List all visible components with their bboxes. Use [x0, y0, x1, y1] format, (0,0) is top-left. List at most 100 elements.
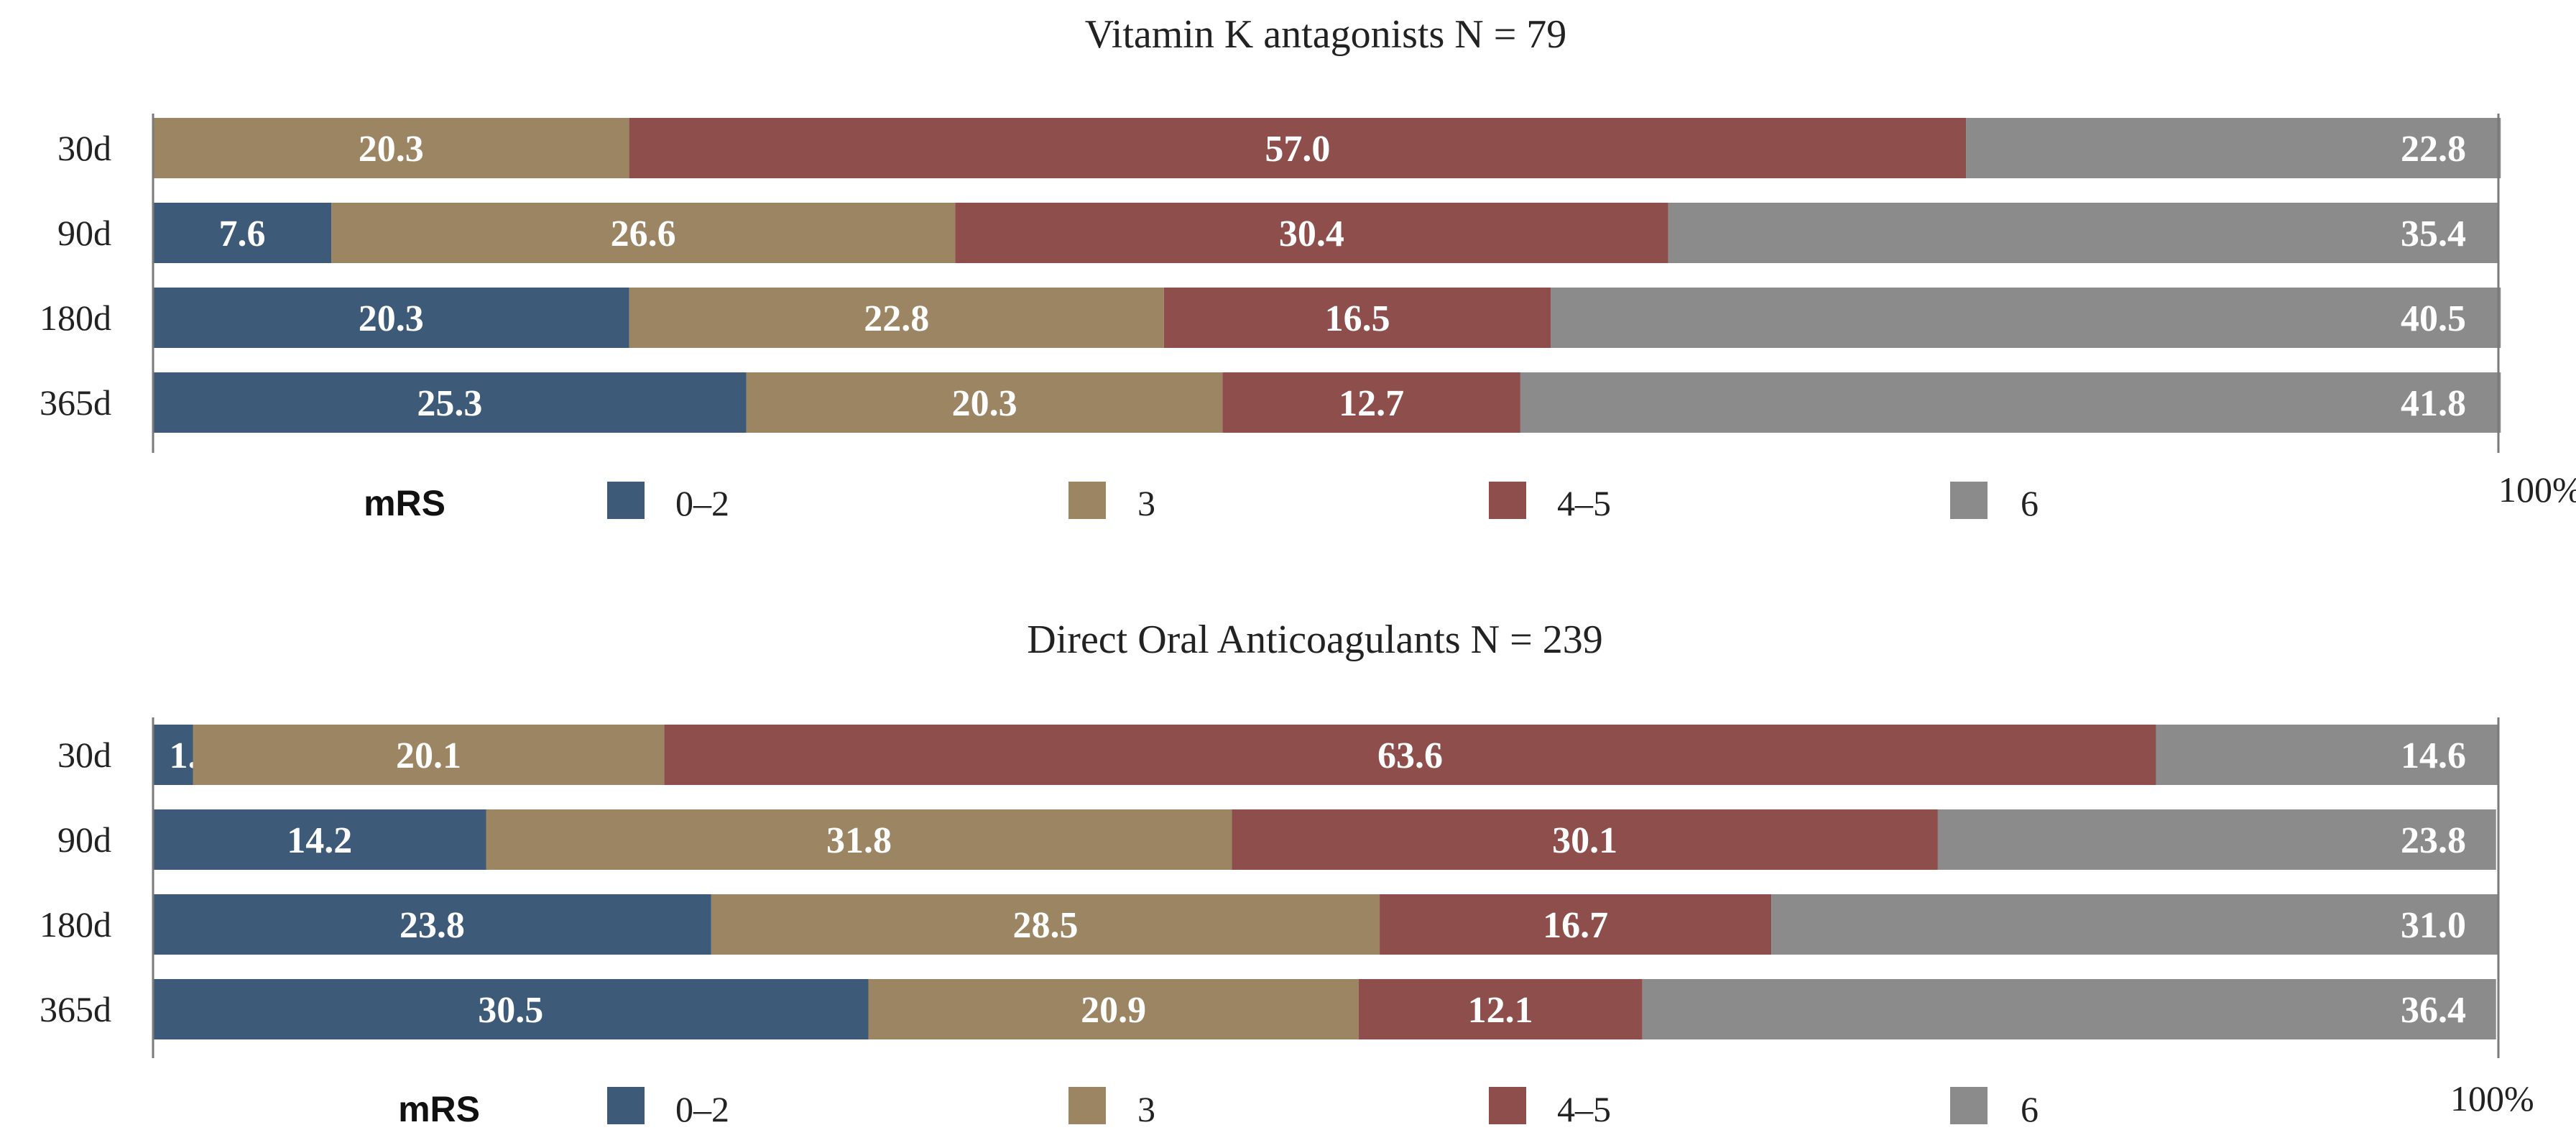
vka-bar-label-180d-4-5: 16.5: [1325, 298, 1390, 339]
doac-bars: 1.7 20.1 63.6 14.614.2 31.8 30.1 23.823.8 28.5 1…: [153, 725, 2498, 1039]
vka-bar-90d-6: [1668, 203, 2498, 263]
vka-bar-label-90d-4-5: 30.4: [1279, 213, 1344, 254]
vka-axis-end-label: 100%: [2498, 469, 2576, 510]
doac-bar-label-180d-3: 28.5: [1012, 905, 1078, 946]
vka-bar-label-90d-6: 35.4: [2401, 213, 2466, 254]
doac-legend-swatch-6: [1950, 1087, 1988, 1124]
doac-legend-label-3: 3: [1137, 1089, 1155, 1129]
doac-bar-365d-3: [868, 979, 1359, 1039]
vka-category-labels: 30d 90d 180d 365d: [40, 128, 111, 423]
vka-bar-365d-6: [1520, 372, 2501, 433]
vka-legend-title: mRS: [364, 483, 446, 523]
doac-legend: mRS 0–2 3 4–5 6: [398, 1087, 2039, 1129]
doac-legend-title: mRS: [398, 1089, 480, 1129]
vka-bar-label-180d-6: 40.5: [2401, 298, 2466, 339]
doac-bar-180d-4-5: [1380, 894, 1772, 955]
vka-bar-label-30d-6: 22.8: [2401, 129, 2466, 170]
vka-bar-label-90d-3: 26.6: [611, 213, 676, 254]
doac-bar-label-30d-4-5: 63.6: [1377, 735, 1443, 776]
vka-bar-180d-4-5: [1163, 288, 1551, 348]
doac-category-labels: 30d 90d 180d 365d: [40, 735, 111, 1029]
vka-panel: Vitamin K antagonists N = 79 20.3 57.0 22.…: [40, 12, 2576, 523]
doac-legend-swatch-3: [1068, 1087, 1106, 1124]
doac-bar-label-90d-0-2: 14.2: [287, 820, 352, 861]
doac-bar-90d-4-5: [1232, 809, 1938, 870]
vka-category-label-180d: 180d: [40, 298, 111, 338]
vka-category-label-90d: 90d: [57, 213, 111, 253]
vka-legend-label-3: 3: [1137, 483, 1155, 523]
doac-bar-label-90d-3: 31.8: [826, 820, 892, 861]
vka-bar-365d-0-2: [153, 372, 747, 433]
doac-bar-label-365d-4-5: 12.1: [1468, 990, 1533, 1031]
doac-bar-30d-3: [193, 725, 665, 785]
vka-bar-30d-3: [153, 118, 629, 178]
vka-bar-180d-3: [629, 288, 1164, 348]
doac-bar-label-180d-6: 31.0: [2401, 905, 2466, 946]
doac-legend-label-4-5: 4–5: [1557, 1089, 1611, 1129]
vka-bar-label-180d-3: 22.8: [864, 298, 929, 339]
doac-bar-180d-0-2: [153, 894, 711, 955]
doac-bar-label-365d-0-2: 30.5: [478, 990, 543, 1031]
doac-chart-title: Direct Oral Anticoagulants N = 239: [1027, 617, 1602, 662]
vka-chart-title: Vitamin K antagonists N = 79: [1085, 12, 1567, 57]
vka-bar-label-365d-6: 41.8: [2401, 383, 2466, 424]
doac-category-label-180d: 180d: [40, 904, 111, 945]
doac-legend-swatch-4-5: [1489, 1087, 1526, 1124]
doac-legend-swatch-0-2: [607, 1087, 645, 1124]
vka-bar-365d-3: [746, 372, 1223, 433]
vka-bars: 20.3 57.0 22.8 7.6 26.6 30.4 35.4 20.3 22.8 16.5 4…: [153, 118, 2501, 433]
doac-bar-label-180d-4-5: 16.7: [1543, 905, 1608, 946]
doac-bar-label-365d-3: 20.9: [1081, 990, 1146, 1031]
vka-bar-label-30d-3: 20.3: [359, 129, 424, 170]
doac-bar-label-90d-6: 23.8: [2401, 820, 2466, 861]
vka-bar-label-90d-0-2: 7.6: [219, 213, 266, 254]
vka-legend-label-6: 6: [2021, 483, 2039, 523]
vka-bar-label-365d-4-5: 12.7: [1339, 383, 1404, 424]
vka-bar-180d-0-2: [153, 288, 629, 348]
doac-bar-30d-4-5: [664, 725, 2156, 785]
doac-bar-180d-6: [1771, 894, 2498, 955]
doac-bar-365d-4-5: [1358, 979, 1643, 1039]
vka-bar-30d-4-5: [629, 118, 1967, 178]
vka-bar-label-180d-0-2: 20.3: [359, 298, 424, 339]
vka-legend-swatch-4-5: [1489, 482, 1526, 519]
vka-legend-label-4-5: 4–5: [1557, 483, 1611, 523]
doac-bar-label-180d-0-2: 23.8: [400, 905, 465, 946]
doac-category-label-90d: 90d: [57, 819, 111, 860]
vka-bar-90d-4-5: [955, 203, 1668, 263]
vka-bar-365d-4-5: [1222, 372, 1520, 433]
vka-bar-label-365d-0-2: 25.3: [417, 383, 482, 424]
vka-bar-30d-6: [1966, 118, 2501, 178]
vka-legend-swatch-0-2: [607, 482, 645, 519]
doac-bar-90d-6: [1937, 809, 2496, 870]
doac-bar-90d-3: [486, 809, 1232, 870]
vka-category-label-365d: 365d: [40, 382, 111, 423]
doac-legend-label-6: 6: [2021, 1089, 2039, 1129]
doac-legend-label-0-2: 0–2: [675, 1089, 729, 1129]
doac-bar-label-90d-4-5: 30.1: [1552, 820, 1617, 861]
doac-axis-end-label: 100%: [2450, 1078, 2534, 1119]
vka-legend-swatch-3: [1068, 482, 1106, 519]
doac-bar-180d-3: [711, 894, 1380, 955]
doac-bar-label-30d-3: 20.1: [396, 735, 461, 776]
doac-bar-label-365d-6: 36.4: [2401, 990, 2466, 1031]
doac-bar-30d-6: [2156, 725, 2498, 785]
vka-bar-90d-3: [331, 203, 956, 263]
vka-category-label-30d: 30d: [57, 128, 111, 168]
doac-category-label-365d: 365d: [40, 989, 111, 1029]
vka-bar-label-365d-3: 20.3: [952, 383, 1017, 424]
doac-panel: Direct Oral Anticoagulants N = 239 1.7 20…: [40, 617, 2534, 1129]
doac-bar-365d-0-2: [153, 979, 869, 1039]
vka-bar-90d-0-2: [153, 203, 332, 263]
doac-bar-30d-0-2: [153, 725, 193, 785]
doac-bar-365d-6: [1642, 979, 2496, 1039]
doac-category-label-30d: 30d: [57, 735, 111, 775]
vka-legend-label-0-2: 0–2: [675, 483, 729, 523]
vka-bar-180d-6: [1551, 288, 2501, 348]
vka-legend-swatch-6: [1950, 482, 1988, 519]
doac-bar-label-30d-6: 14.6: [2401, 735, 2466, 776]
doac-bar-90d-0-2: [153, 809, 486, 870]
vka-bar-label-30d-4-5: 57.0: [1265, 129, 1330, 170]
vka-legend: mRS 0–2 3 4–5 6: [364, 482, 2039, 523]
